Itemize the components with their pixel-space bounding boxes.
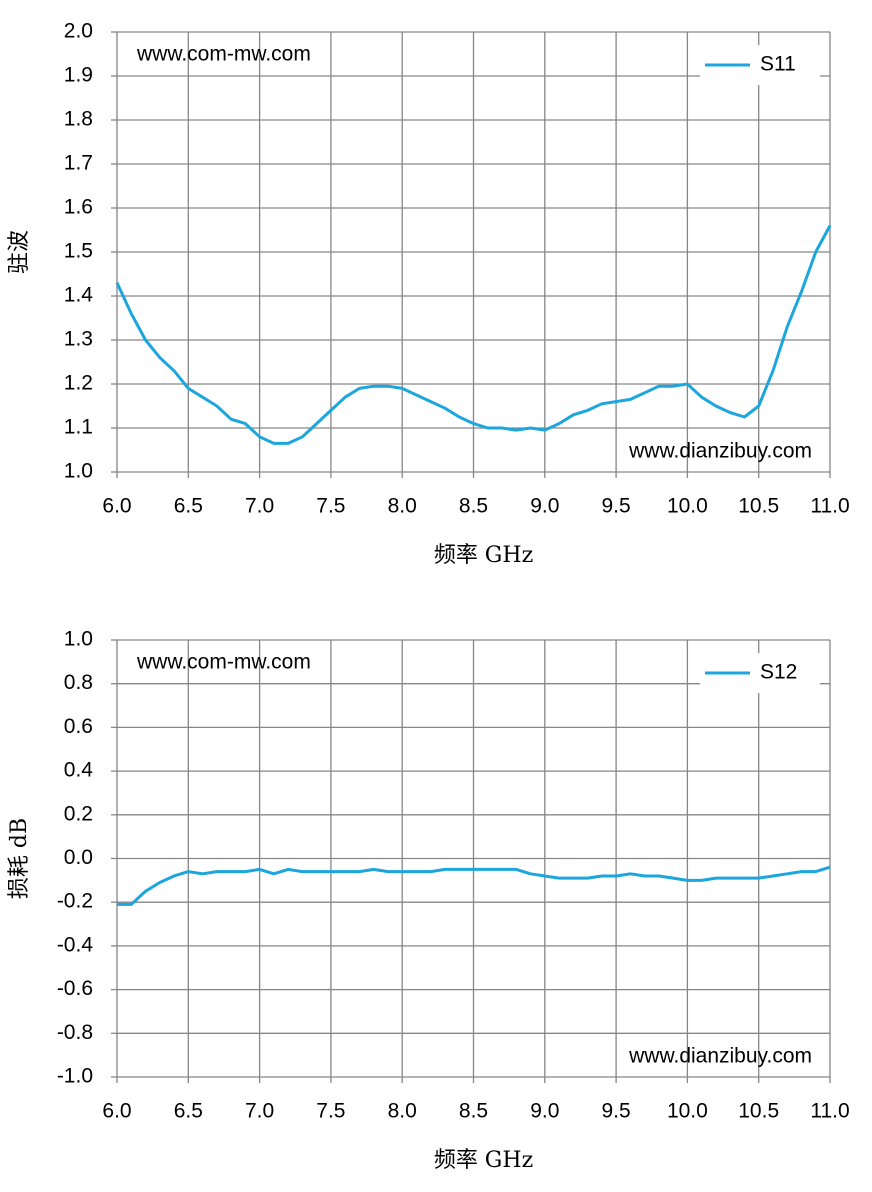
annotation: www.dianzibuy.com <box>628 1045 812 1068</box>
y-tick-label: 1.7 <box>64 152 93 175</box>
y-tick-label: 0.4 <box>64 759 94 782</box>
x-tick-label: 8.0 <box>388 495 417 518</box>
y-tick-label: 0.6 <box>64 715 93 738</box>
y-tick-label: 1.4 <box>64 284 94 307</box>
y-tick-label: 1.8 <box>64 108 93 131</box>
annotation: www.com-mw.com <box>136 651 311 674</box>
x-axis-label: 频率 GHz <box>434 543 533 568</box>
x-tick-label: 7.0 <box>245 495 274 518</box>
annotation: www.com-mw.com <box>136 43 311 66</box>
y-tick-label: 1.9 <box>64 64 93 87</box>
y-tick-label: 1.0 <box>64 460 93 483</box>
x-tick-label: 6.5 <box>174 1100 203 1123</box>
x-axis-label: 频率 GHz <box>434 1148 533 1173</box>
y-tick-label: 1.1 <box>64 416 93 439</box>
x-tick-label: 7.0 <box>245 1100 274 1123</box>
y-tick-label: 1.6 <box>64 196 93 219</box>
y-tick-label: 1.2 <box>64 372 93 395</box>
data-line <box>117 865 831 906</box>
x-tick-label: 11.0 <box>810 495 849 518</box>
y-tick-label: 1.3 <box>64 328 93 351</box>
x-tick-label: 8.5 <box>459 495 488 518</box>
x-tick-label: 8.0 <box>388 1100 417 1123</box>
legend-label: S12 <box>760 661 797 684</box>
x-tick-label: 6.0 <box>102 1100 131 1123</box>
y-tick-label: 0.8 <box>64 671 93 694</box>
y-tick-label: -0.8 <box>57 1021 93 1044</box>
legend-label: S11 <box>760 53 796 76</box>
x-tick-label: 9.0 <box>530 1100 559 1123</box>
y-tick-label: 0.0 <box>64 846 93 869</box>
y-axis-label: 损耗 dB <box>7 818 32 899</box>
x-tick-label: 8.5 <box>459 1100 488 1123</box>
x-tick-label: 10.5 <box>738 1100 779 1123</box>
data-line <box>115 224 832 445</box>
x-tick-label: 9.5 <box>601 1100 630 1123</box>
y-tick-label: -1.0 <box>57 1065 93 1088</box>
x-tick-label: 9.5 <box>601 495 630 518</box>
y-tick-label: 1.0 <box>64 628 93 651</box>
y-tick-label: 0.2 <box>64 802 93 825</box>
y-tick-label: -0.4 <box>57 933 94 956</box>
y-tick-label: -0.6 <box>57 977 93 1000</box>
x-tick-label: 10.5 <box>738 495 779 518</box>
x-tick-label: 6.0 <box>102 495 131 518</box>
x-tick-label: 11.0 <box>810 1100 849 1123</box>
y-axis-label: 驻波 <box>7 230 32 274</box>
x-tick-label: 9.0 <box>530 495 559 518</box>
x-tick-label: 10.0 <box>667 1100 708 1123</box>
y-tick-label: -0.2 <box>57 890 93 913</box>
x-tick-label: 10.0 <box>667 495 708 518</box>
y-tick-label: 1.5 <box>64 240 93 263</box>
x-tick-label: 7.5 <box>316 495 345 518</box>
y-tick-label: 2.0 <box>64 20 93 43</box>
annotation: www.dianzibuy.com <box>628 440 812 463</box>
x-tick-label: 7.5 <box>316 1100 345 1123</box>
x-tick-label: 6.5 <box>174 495 203 518</box>
